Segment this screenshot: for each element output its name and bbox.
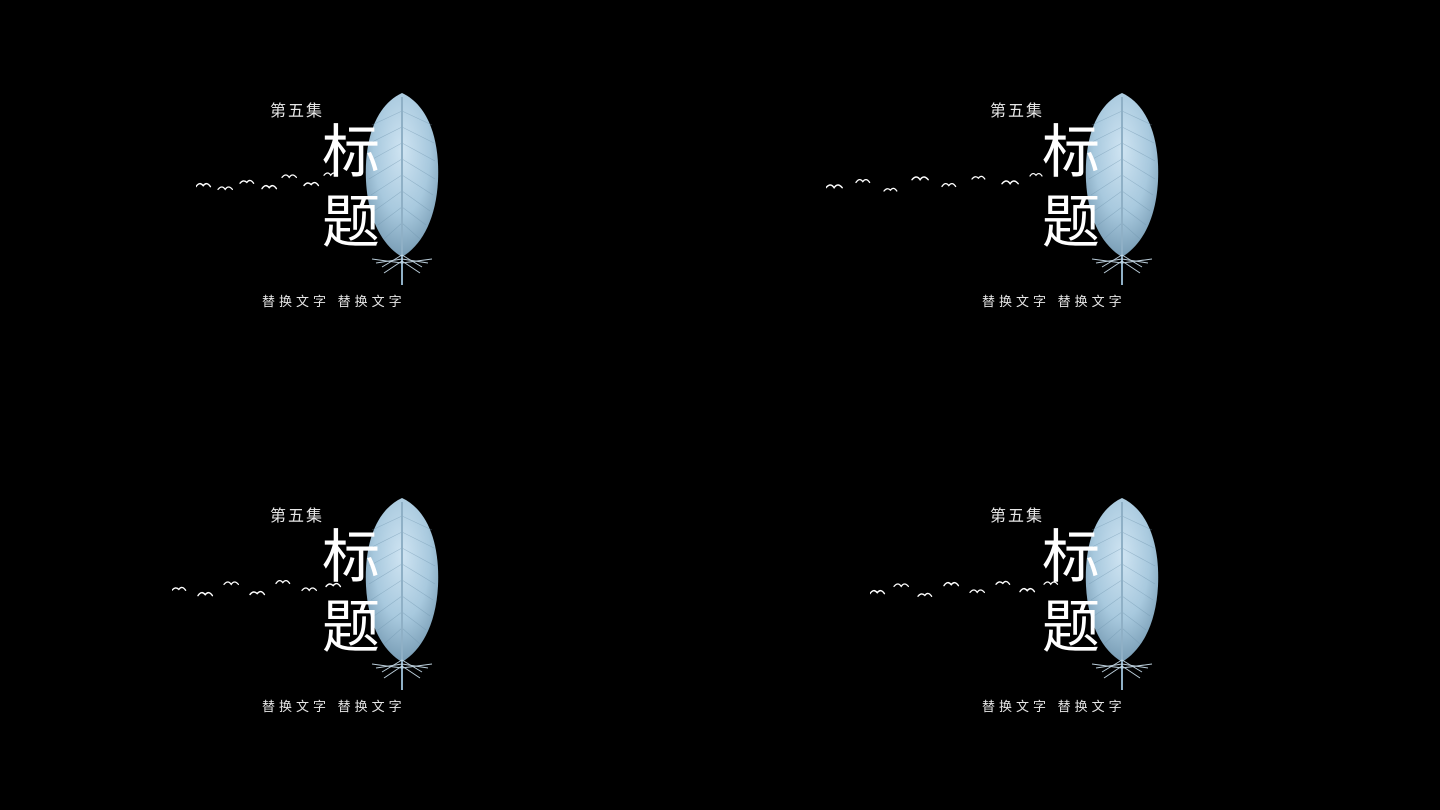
preview-cell: 第五集标题替换文字 替换文字 bbox=[720, 0, 1440, 405]
episode-label: 第五集 bbox=[990, 97, 1044, 121]
main-title: 标题 bbox=[1036, 121, 1094, 261]
episode-label: 第五集 bbox=[990, 502, 1044, 526]
title-composition: 第五集标题替换文字 替换文字 bbox=[930, 73, 1230, 333]
episode-label: 第五集 bbox=[270, 502, 324, 526]
main-title: 标题 bbox=[1036, 526, 1094, 666]
main-title: 标题 bbox=[316, 121, 374, 261]
subtitle-text: 替换文字 替换文字 bbox=[982, 291, 1126, 310]
preview-cell: 第五集标题替换文字 替换文字 bbox=[0, 405, 720, 810]
subtitle-text: 替换文字 替换文字 bbox=[262, 696, 406, 715]
preview-grid: 第五集标题替换文字 替换文字 第五集标题替换文字 替换 bbox=[0, 0, 1440, 810]
episode-label: 第五集 bbox=[270, 97, 324, 121]
birds-icon bbox=[826, 165, 1050, 201]
subtitle-text: 替换文字 替换文字 bbox=[262, 291, 406, 310]
main-title: 标题 bbox=[316, 526, 374, 666]
title-composition: 第五集标题替换文字 替换文字 bbox=[210, 478, 510, 738]
title-composition: 第五集标题替换文字 替换文字 bbox=[930, 478, 1230, 738]
title-composition: 第五集标题替换文字 替换文字 bbox=[210, 73, 510, 333]
preview-cell: 第五集标题替换文字 替换文字 bbox=[720, 405, 1440, 810]
subtitle-text: 替换文字 替换文字 bbox=[982, 696, 1126, 715]
birds-flock bbox=[826, 165, 1050, 201]
preview-cell: 第五集标题替换文字 替换文字 bbox=[0, 0, 720, 405]
